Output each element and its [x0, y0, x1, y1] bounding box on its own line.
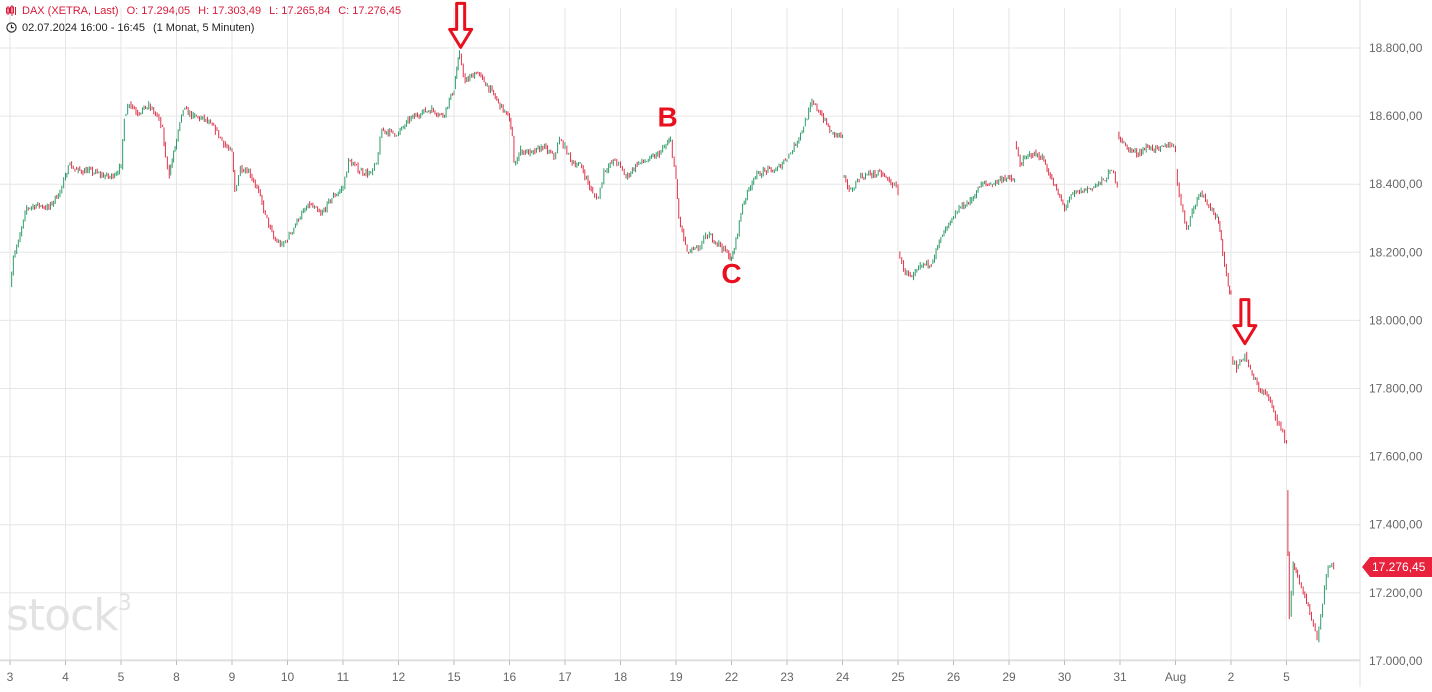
x-tick-label: 11	[337, 670, 350, 684]
period-range: 02.07.2024 16:00 - 16:45	[22, 22, 145, 34]
y-tick-label: 17.600,00	[1369, 450, 1423, 464]
annotation-layer: BC	[448, 1, 1258, 346]
open-value: 17.294,05	[141, 5, 191, 17]
open-label: O:	[126, 5, 139, 17]
x-tick-label: Aug	[1165, 670, 1186, 684]
x-tick-label: 31	[1113, 670, 1127, 684]
annotation-arrow	[448, 1, 474, 49]
y-tick-label: 18.000,00	[1369, 313, 1423, 327]
stock3-watermark: stock3	[6, 590, 132, 641]
x-tick-label: 5	[118, 670, 125, 684]
x-tick-label: 12	[392, 670, 406, 684]
x-tick-label: 10	[281, 670, 295, 684]
candle-layer	[11, 50, 1335, 643]
y-tick-label: 18.800,00	[1369, 41, 1423, 55]
x-tick-label: 4	[62, 670, 69, 684]
x-tick-label: 2	[1228, 670, 1235, 684]
x-tick-label: 17	[558, 670, 572, 684]
close-value: 17.276,45	[352, 5, 402, 17]
y-tick-label: 17.000,00	[1369, 654, 1423, 668]
ohlc-header: DAX (XETRA, Last) O: 17.294,05 H: 17.303,49 L…	[6, 5, 409, 17]
x-tick-label: 24	[836, 670, 850, 684]
x-tick-label: 9	[229, 670, 236, 684]
period-interval: (1 Monat, 5 Minuten)	[152, 22, 255, 34]
y-tick-label: 18.600,00	[1369, 109, 1423, 123]
x-tick-label: 30	[1058, 670, 1072, 684]
x-tick-label: 18	[614, 670, 628, 684]
high-label: H:	[198, 5, 210, 17]
y-tick-label: 18.400,00	[1369, 177, 1423, 191]
x-tick-label: 3	[7, 670, 14, 684]
x-tick-label: 16	[503, 670, 517, 684]
instrument-name: DAX (XETRA, Last)	[22, 5, 119, 17]
x-tick-label: 23	[780, 670, 794, 684]
x-tick-label: 15	[447, 670, 461, 684]
close-label: C:	[338, 5, 350, 17]
low-value: 17.265,84	[281, 5, 331, 17]
clock-icon	[6, 22, 17, 33]
y-tick-label: 18.200,00	[1369, 245, 1423, 259]
price-tag-shape	[1362, 556, 1432, 577]
y-tick-label: 17.800,00	[1369, 382, 1423, 396]
x-tick-label: 19	[669, 670, 683, 684]
x-tick-label: 22	[725, 670, 739, 684]
annotation-label: C	[721, 258, 741, 289]
grid-layer	[0, 8, 1360, 662]
candlestick-icon	[6, 5, 16, 16]
y-tick-label: 17.200,00	[1369, 586, 1423, 600]
low-label: L:	[269, 5, 279, 17]
annotation-label: B	[658, 101, 678, 132]
x-tick-label: 29	[1002, 670, 1016, 684]
y-tick-label: 17.400,00	[1369, 518, 1423, 532]
last-price-label: 17.276,45	[1372, 559, 1426, 574]
x-tick-label: 5	[1283, 670, 1290, 684]
x-tick-label: 25	[891, 670, 905, 684]
high-value: 17.303,49	[212, 5, 262, 17]
annotation-arrow	[1232, 298, 1258, 346]
period-header: 02.07.2024 16:00 - 16:45 (1 Monat, 5 Minu…	[6, 22, 254, 34]
x-tick-label: 26	[947, 670, 961, 684]
last-price-tag: 17.276,45	[1362, 556, 1432, 577]
x-tick-label: 8	[173, 670, 180, 684]
